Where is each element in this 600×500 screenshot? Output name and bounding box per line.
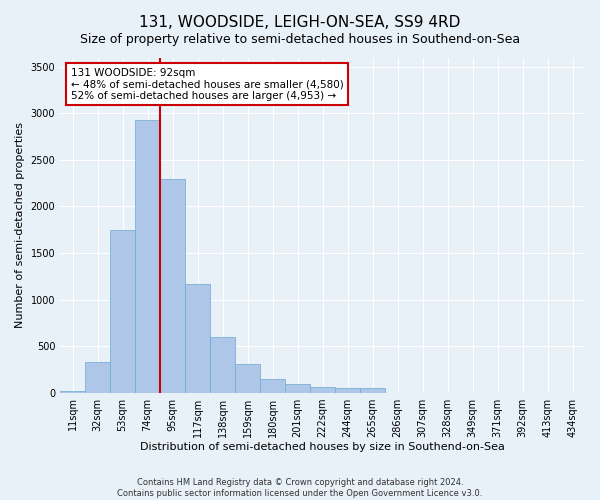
Bar: [310, 387, 335, 392]
Bar: [260, 378, 285, 392]
Text: Size of property relative to semi-detached houses in Southend-on-Sea: Size of property relative to semi-detach…: [80, 32, 520, 46]
Bar: [110, 230, 135, 392]
Bar: [160, 178, 185, 392]
Text: Contains HM Land Registry data © Crown copyright and database right 2024.
Contai: Contains HM Land Registry data © Crown c…: [118, 478, 482, 498]
Bar: [60, 390, 85, 392]
Bar: [135, 120, 160, 392]
Bar: [185, 284, 210, 393]
Bar: [210, 336, 235, 392]
Bar: [285, 384, 310, 392]
Text: 131 WOODSIDE: 92sqm
← 48% of semi-detached houses are smaller (4,580)
52% of sem: 131 WOODSIDE: 92sqm ← 48% of semi-detach…: [71, 68, 343, 101]
Bar: [360, 388, 385, 392]
X-axis label: Distribution of semi-detached houses by size in Southend-on-Sea: Distribution of semi-detached houses by …: [140, 442, 505, 452]
Bar: [85, 362, 110, 392]
Text: 131, WOODSIDE, LEIGH-ON-SEA, SS9 4RD: 131, WOODSIDE, LEIGH-ON-SEA, SS9 4RD: [139, 15, 461, 30]
Bar: [235, 364, 260, 392]
Y-axis label: Number of semi-detached properties: Number of semi-detached properties: [15, 122, 25, 328]
Bar: [335, 388, 360, 392]
